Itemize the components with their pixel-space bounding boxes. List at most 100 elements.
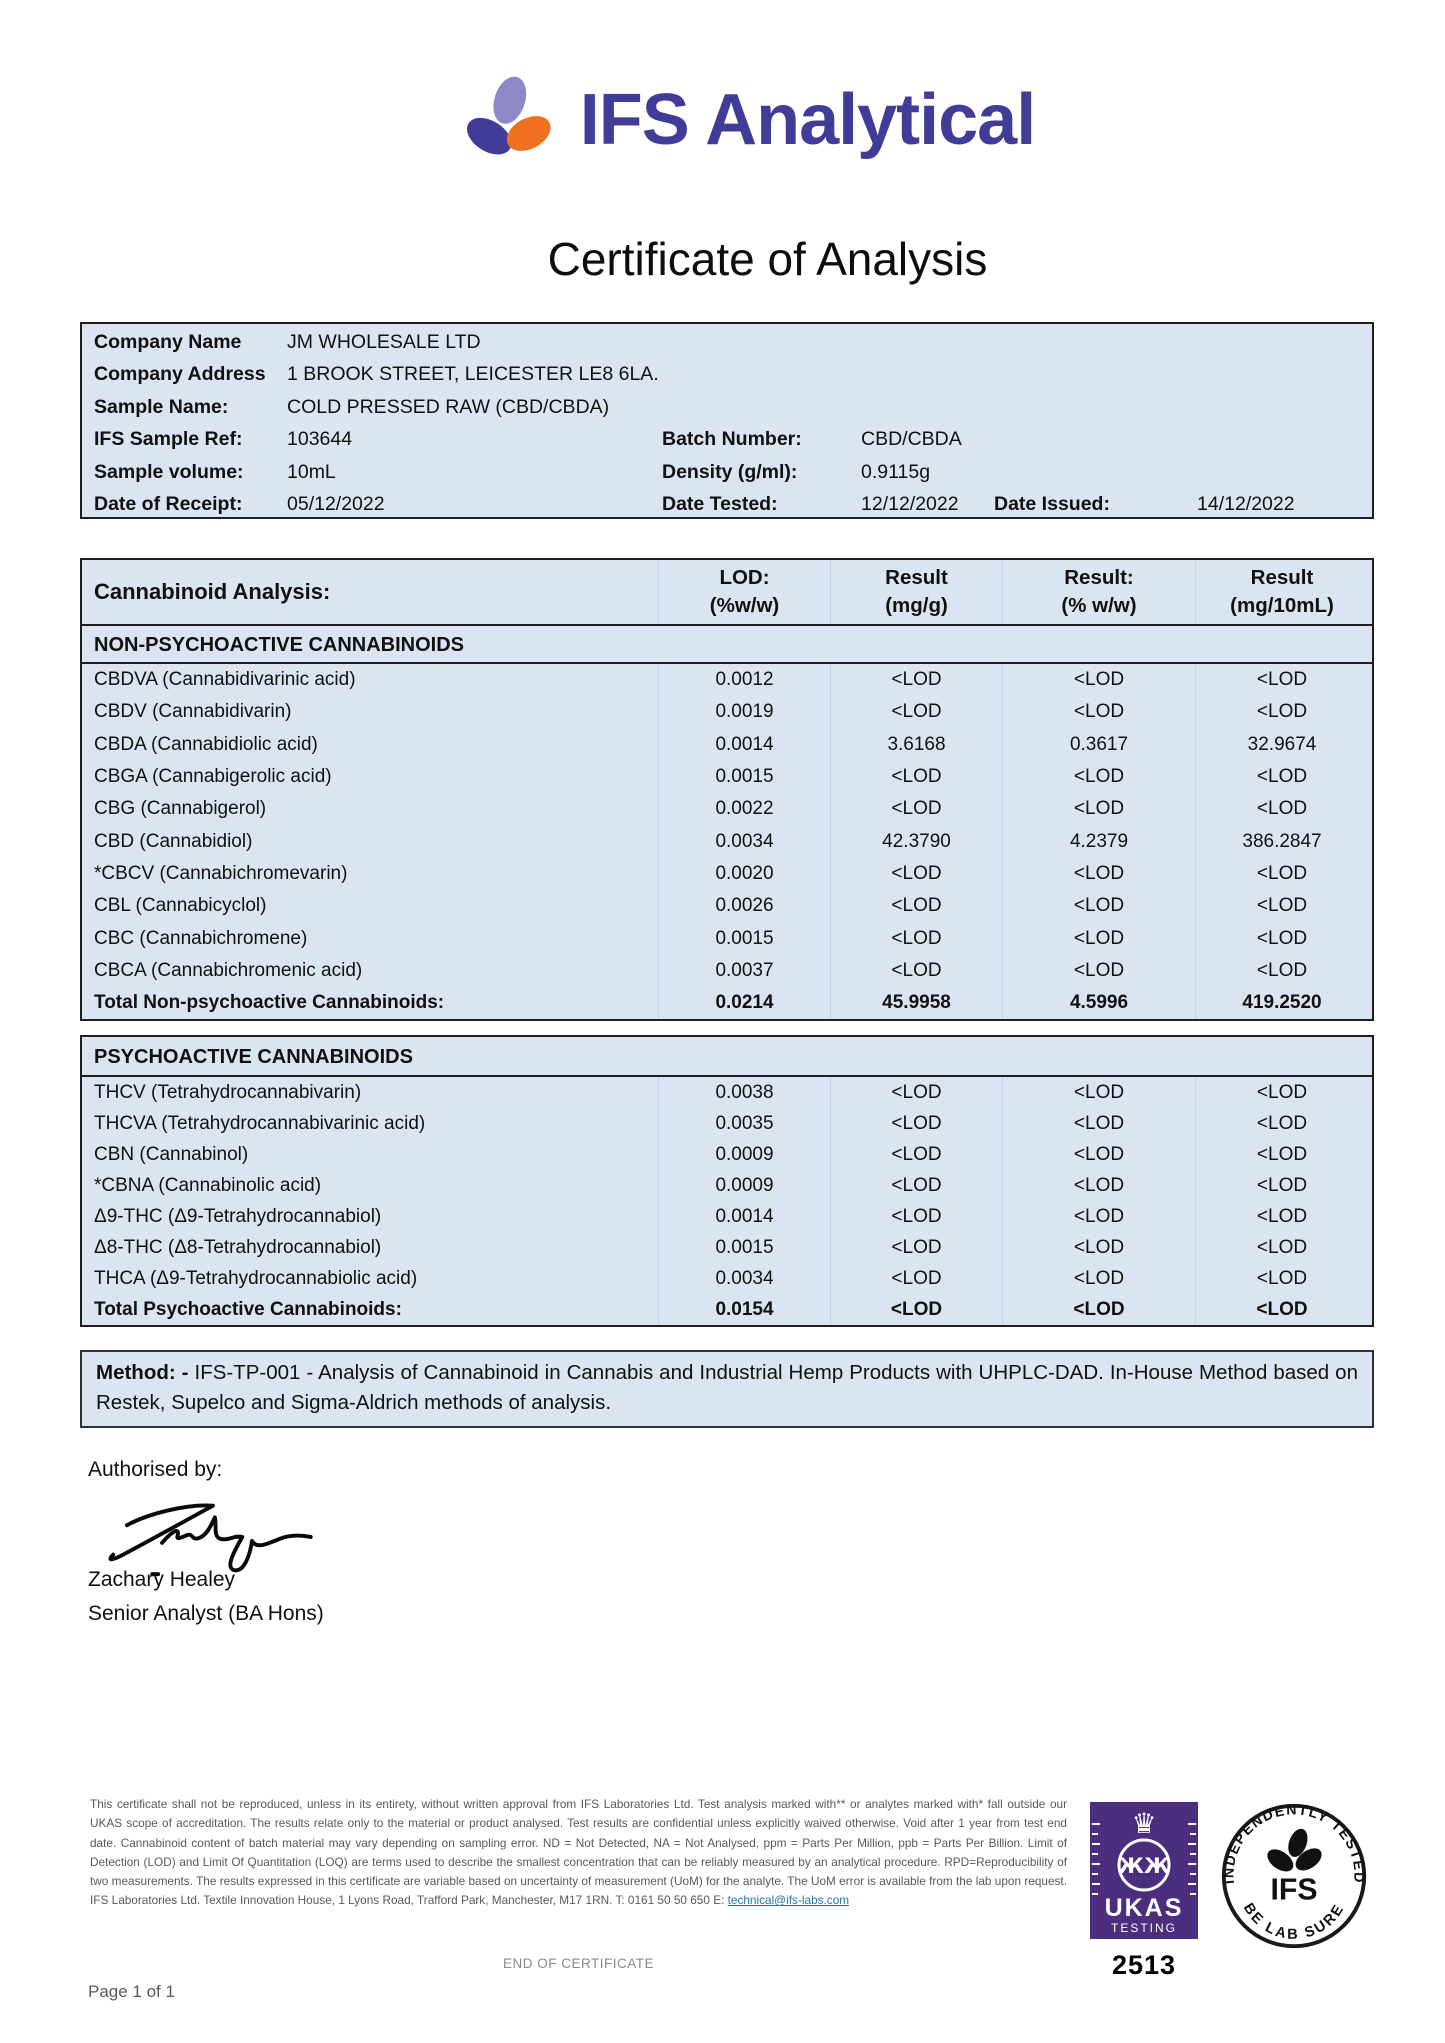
total-mg-10ml: <LOD xyxy=(1195,1294,1368,1325)
table-row: THCVA (Tetrahydrocannabivarinic acid) 0.… xyxy=(82,1108,1372,1139)
analyte-name: THCVA (Tetrahydrocannabivarinic acid) xyxy=(94,1112,426,1134)
result-pct: <LOD xyxy=(1002,1201,1195,1232)
date-issued-label: Date Issued: xyxy=(994,492,1110,515)
result-mg-10ml: <LOD xyxy=(1195,1170,1368,1201)
result-pct: <LOD xyxy=(1002,664,1195,697)
table-row: CBDA (Cannabidiolic acid) 0.0014 3.6168 … xyxy=(82,728,1372,761)
result-pct: <LOD xyxy=(1002,1108,1195,1139)
end-of-certificate-text: END OF CERTIFICATE xyxy=(502,1956,654,1971)
lod-value: 0.0035 xyxy=(658,1108,830,1139)
result-mg-g: 42.3790 xyxy=(830,825,1002,858)
result-mg-g: <LOD xyxy=(830,890,1002,923)
date-tested-value: 12/12/2022 xyxy=(861,492,959,515)
column-header-result-pct: Result: (% w/w) xyxy=(1002,560,1195,624)
result-mg-10ml: <LOD xyxy=(1195,1139,1368,1170)
lod-value: 0.0022 xyxy=(658,793,830,826)
technical-email-link[interactable]: technical@ifs-labs.com xyxy=(727,1893,850,1908)
lod-value: 0.0012 xyxy=(658,664,830,697)
table-row: IFS Sample Ref: 103644 Batch Number: CBD… xyxy=(82,423,1372,455)
analyte-name: CBDV (Cannabidivarin) xyxy=(94,701,292,723)
result-pct: <LOD xyxy=(1002,793,1195,826)
result-mg-g: <LOD xyxy=(830,664,1002,697)
result-mg-g: <LOD xyxy=(830,1232,1002,1263)
result-mg-g: <LOD xyxy=(830,793,1002,826)
lod-value: 0.0014 xyxy=(658,1201,830,1232)
analysis-title: Cannabinoid Analysis: xyxy=(94,579,331,604)
density-label: Density (g/ml): xyxy=(662,460,798,483)
result-mg-g: <LOD xyxy=(830,1263,1002,1294)
lod-value: 0.0015 xyxy=(658,1232,830,1263)
sample-volume-value: 10mL xyxy=(287,460,336,483)
lod-value: 0.0015 xyxy=(658,922,830,955)
result-pct: <LOD xyxy=(1002,890,1195,923)
svg-text:UKAS: UKAS xyxy=(1105,1894,1184,1922)
total-pct: <LOD xyxy=(1002,1294,1195,1325)
table-row: THCV (Tetrahydrocannabivarin) 0.0038 <LO… xyxy=(82,1077,1372,1108)
brand-header: IFS Analytical xyxy=(22,66,1445,174)
column-header-result-mg-g: Result (mg/g) xyxy=(830,560,1002,624)
result-pct: 0.3617 xyxy=(1002,728,1195,761)
sample-name-label: Sample Name: xyxy=(94,395,229,418)
result-mg-10ml: 386.2847 xyxy=(1195,825,1368,858)
analyte-name: CBD (Cannabidiol) xyxy=(94,830,253,852)
crown-icon: ♛ xyxy=(1131,1807,1156,1840)
result-mg-g: <LOD xyxy=(830,1108,1002,1139)
total-mg-g: 45.9958 xyxy=(830,986,1002,1020)
lod-value: 0.0019 xyxy=(658,696,830,729)
result-pct: <LOD xyxy=(1002,1263,1195,1294)
date-tested-label: Date Tested: xyxy=(662,492,778,515)
company-address-value: 1 BROOK STREET, LEICESTER LE8 6LA. xyxy=(287,363,659,386)
table-row: CBL (Cannabicyclol) 0.0026 <LOD <LOD <LO… xyxy=(82,890,1372,923)
result-mg-10ml: <LOD xyxy=(1195,1263,1368,1294)
result-pct: <LOD xyxy=(1002,857,1195,891)
table-row: *CBNA (Cannabinolic acid) 0.0009 <LOD <L… xyxy=(82,1170,1372,1201)
result-pct: <LOD xyxy=(1002,760,1195,794)
table-row: THCA (Δ9-Tetrahydrocannabiolic acid) 0.0… xyxy=(82,1263,1372,1294)
table-row: *CBCV (Cannabichromevarin) 0.0020 <LOD <… xyxy=(82,857,1372,891)
result-pct: <LOD xyxy=(1002,696,1195,729)
analyte-name: THCA (Δ9-Tetrahydrocannabiolic acid) xyxy=(94,1267,418,1289)
result-pct: <LOD xyxy=(1002,1232,1195,1263)
ifs-sample-ref-value: 103644 xyxy=(287,428,353,451)
ukas-accreditation-mark: ♛ ЖЖ UKAS TESTING 2513 xyxy=(1090,1802,1198,1981)
analyte-name: Δ9-THC (Δ9-Tetrahydrocannabiol) xyxy=(94,1205,382,1227)
section-header-non-psychoactive: NON-PSYCHOACTIVE CANNABINOIDS xyxy=(82,626,1372,664)
disclaimer-body: This certificate shall not be reproduced… xyxy=(90,1797,1067,1908)
analyte-name: *CBCV (Cannabichromevarin) xyxy=(94,862,348,884)
method-label: Method: - xyxy=(96,1361,189,1384)
svg-text:IFS: IFS xyxy=(1270,1873,1317,1906)
analyte-name: CBG (Cannabigerol) xyxy=(94,798,267,820)
authorised-by-heading: Authorised by: xyxy=(88,1458,223,1481)
batch-number-value: CBD/CBDA xyxy=(861,428,962,451)
ukas-accreditation-number: 2513 xyxy=(1111,1950,1177,1980)
result-pct: <LOD xyxy=(1002,922,1195,955)
result-mg-g: <LOD xyxy=(830,1139,1002,1170)
method-box: Method: - IFS-TP-001 - Analysis of Canna… xyxy=(80,1350,1374,1428)
result-mg-g: <LOD xyxy=(830,922,1002,955)
total-mg-10ml: 419.2520 xyxy=(1195,986,1368,1020)
total-label: Total Non-psychoactive Cannabinoids: xyxy=(94,992,445,1014)
result-mg-10ml: <LOD xyxy=(1195,664,1368,697)
result-mg-g: <LOD xyxy=(830,1170,1002,1201)
lod-value: 0.0034 xyxy=(658,825,830,858)
result-mg-10ml: <LOD xyxy=(1195,793,1368,826)
brand-name: IFS Analytical xyxy=(579,80,1036,160)
ifs-trefoil-black-icon xyxy=(1267,1828,1322,1872)
analyte-name: *CBNA (Cannabinolic acid) xyxy=(94,1174,322,1196)
total-row-psychoactive: Total Psychoactive Cannabinoids: 0.0154 … xyxy=(82,1294,1372,1325)
result-mg-10ml: <LOD xyxy=(1195,1201,1368,1232)
total-lod: 0.0154 xyxy=(658,1294,830,1325)
column-header-lod: LOD: (%w/w) xyxy=(658,560,830,624)
analyst-role: Senior Analyst (BA Hons) xyxy=(88,1602,324,1625)
date-of-receipt-label: Date of Receipt: xyxy=(94,492,243,515)
total-label: Total Psychoactive Cannabinoids: xyxy=(94,1298,402,1320)
lod-value: 0.0009 xyxy=(658,1139,830,1170)
analyst-name: Zachary Healey xyxy=(88,1568,236,1591)
ukas-symbol-icon: ЖЖ xyxy=(1118,1854,1170,1878)
company-name-label: Company Name xyxy=(94,331,242,353)
lod-value: 0.0038 xyxy=(658,1077,830,1108)
result-mg-10ml: 32.9674 xyxy=(1195,728,1368,761)
ifs-stamp-icon: INDEPENDENTLY TESTED BE LAB SURE IFS xyxy=(1220,1801,1366,1949)
result-mg-g: <LOD xyxy=(830,954,1002,987)
lod-value: 0.0020 xyxy=(658,857,830,891)
